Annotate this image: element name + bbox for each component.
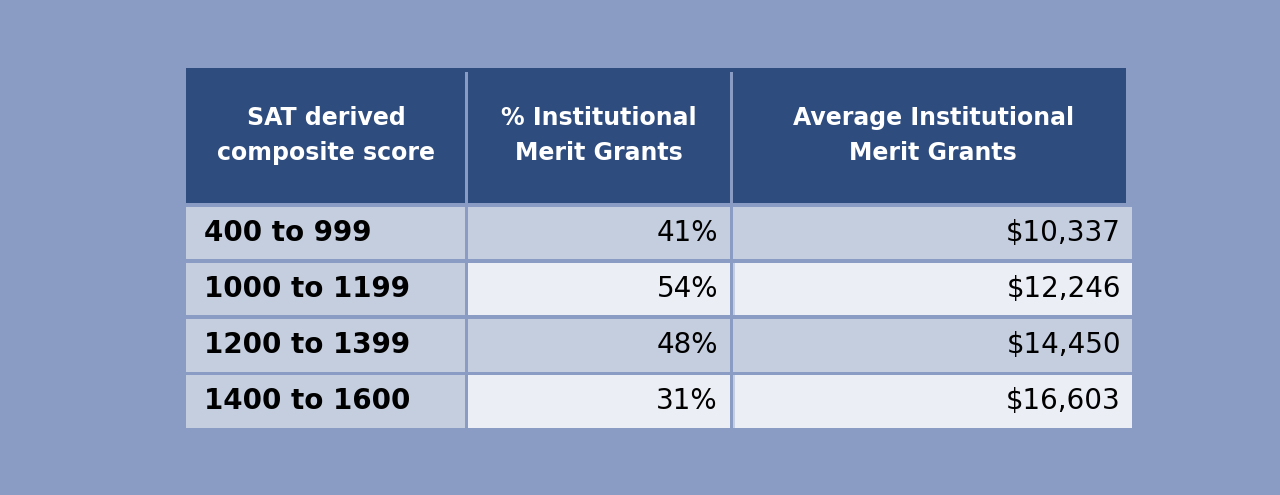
Text: % Institutional
Merit Grants: % Institutional Merit Grants [502, 106, 696, 165]
Bar [465, 72, 467, 428]
Text: $14,450: $14,450 [1006, 331, 1121, 359]
Text: 54%: 54% [657, 275, 718, 303]
Text: 400 to 999: 400 to 999 [205, 219, 371, 247]
Text: 1000 to 1199: 1000 to 1199 [205, 275, 411, 303]
Text: $16,603: $16,603 [1006, 387, 1121, 415]
Text: 1200 to 1399: 1200 to 1399 [205, 331, 411, 359]
Bar [187, 372, 1125, 375]
Bar [467, 206, 732, 259]
Bar [735, 262, 1132, 315]
Bar [467, 262, 732, 315]
Bar [735, 375, 1132, 428]
Text: $12,246: $12,246 [1006, 275, 1121, 303]
Bar [187, 68, 1125, 203]
Bar [187, 375, 1125, 428]
Bar [187, 260, 1125, 263]
Bar [187, 262, 1125, 315]
Text: SAT derived
composite score: SAT derived composite score [218, 106, 435, 165]
Bar [735, 319, 1132, 372]
Bar [467, 375, 732, 428]
Text: $10,337: $10,337 [1006, 219, 1121, 247]
Bar [467, 319, 732, 372]
Text: 41%: 41% [657, 219, 718, 247]
Text: 1400 to 1600: 1400 to 1600 [205, 387, 411, 415]
Bar [735, 206, 1132, 259]
Text: Average Institutional
Merit Grants: Average Institutional Merit Grants [792, 106, 1074, 165]
Bar [187, 206, 1125, 259]
Text: 31%: 31% [657, 387, 718, 415]
Bar [187, 319, 1125, 372]
Bar [730, 72, 733, 428]
Bar [187, 316, 1125, 319]
Text: 48%: 48% [657, 331, 718, 359]
